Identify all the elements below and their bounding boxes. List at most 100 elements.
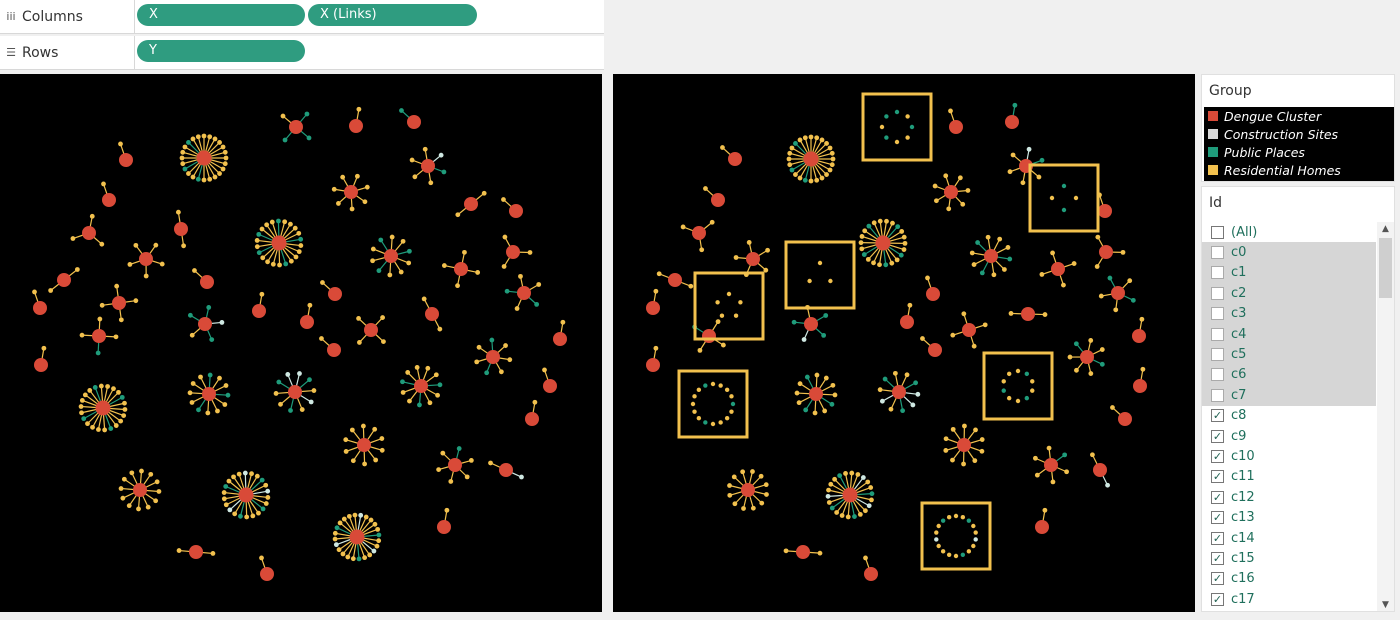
site-node	[376, 532, 382, 538]
checkbox[interactable]: ✓	[1211, 409, 1224, 423]
site-node	[292, 225, 298, 231]
site-node	[680, 224, 686, 230]
checkbox[interactable]	[1211, 327, 1224, 341]
filter-item[interactable]: c1	[1202, 262, 1376, 284]
site-node	[48, 288, 54, 293]
dengue-node	[702, 329, 716, 343]
site-node	[727, 483, 732, 488]
checkbox[interactable]	[1211, 388, 1224, 402]
site-node	[380, 315, 385, 320]
checkbox[interactable]	[1211, 286, 1224, 300]
checkbox[interactable]	[1211, 266, 1224, 280]
filter-item[interactable]: ✓ c14	[1202, 528, 1376, 548]
site-node	[915, 391, 921, 397]
checkbox[interactable]: ✓	[1211, 490, 1224, 504]
network-plot-right	[646, 92, 1147, 581]
checkbox[interactable]	[1211, 368, 1224, 382]
site-node	[884, 218, 889, 224]
filter-item[interactable]: c3	[1202, 303, 1376, 324]
legend-item-residential-homes[interactable]: Residential Homes	[1204, 161, 1394, 179]
checkbox[interactable]: ✓	[1211, 531, 1224, 545]
filter-item[interactable]: ✓ c15	[1202, 548, 1376, 568]
site-node	[357, 340, 362, 345]
checkbox[interactable]: ✓	[1211, 551, 1224, 565]
filter-item[interactable]: c4	[1202, 323, 1376, 345]
filter-item[interactable]: c2	[1202, 283, 1376, 304]
dengue-cluster	[127, 242, 165, 279]
site-node	[358, 512, 364, 518]
site-node	[356, 316, 361, 321]
filter-item[interactable]: c6	[1202, 364, 1376, 386]
site-node	[238, 513, 243, 519]
scroll-thumb[interactable]	[1379, 238, 1392, 298]
filter-item[interactable]: ✓ c9	[1202, 426, 1376, 446]
legend-item-construction-sites[interactable]: Construction Sites	[1204, 125, 1394, 143]
scroll-up-icon[interactable]: ▲	[1382, 224, 1389, 234]
checkbox[interactable]: ✓	[1211, 592, 1224, 606]
dengue-node	[944, 185, 958, 199]
filter-scrollbar[interactable]: ▲ ▼	[1377, 222, 1394, 611]
site-node	[1130, 297, 1136, 303]
site-node	[731, 474, 737, 480]
site-node	[400, 238, 406, 244]
filter-item[interactable]: ✓ c16	[1202, 569, 1376, 589]
site-node	[1012, 102, 1018, 108]
dengue-cluster	[858, 218, 908, 268]
checkbox[interactable]: ✓	[1211, 449, 1224, 463]
filter-list: (All) c0 c1 c2 c3 c4 c5 c6 c7 ✓ c8 ✓ c9 ✓ c10 ✓ c11 ✓ c12…	[1202, 222, 1376, 609]
site-node	[254, 238, 260, 243]
checkbox[interactable]	[1211, 348, 1224, 362]
checkbox[interactable]: ✓	[1211, 511, 1224, 525]
dengue-node	[957, 438, 971, 452]
dengue-node	[1044, 458, 1058, 472]
site-node	[879, 398, 885, 404]
dengue-node	[174, 222, 188, 236]
dengue-cluster	[920, 336, 942, 357]
site-node	[455, 283, 460, 289]
site-node	[113, 334, 119, 340]
filter-item[interactable]: ✓ c10	[1202, 446, 1376, 466]
site-node	[201, 133, 207, 139]
checkbox[interactable]	[1211, 307, 1224, 321]
site-node	[273, 391, 279, 396]
filter-item[interactable]: ✓ c8	[1202, 406, 1376, 426]
site-node	[861, 252, 867, 257]
filter-item[interactable]: ✓ c13	[1202, 507, 1376, 527]
site-node	[807, 278, 812, 284]
filter-item[interactable]: c0	[1202, 242, 1376, 263]
checkbox[interactable]: ✓	[1211, 470, 1224, 484]
checkbox[interactable]: ✓	[1211, 429, 1224, 443]
filter-item[interactable]: c7	[1202, 385, 1376, 406]
checkbox[interactable]	[1211, 225, 1224, 239]
site-node	[797, 175, 803, 181]
site-node	[741, 506, 746, 511]
filter-item-all[interactable]: (All)	[1202, 222, 1376, 243]
filter-item[interactable]: c5	[1202, 344, 1376, 365]
legend-item-dengue-cluster[interactable]: Dengue Cluster	[1204, 107, 1394, 125]
site-node	[966, 518, 972, 523]
site-node	[175, 209, 181, 215]
site-node	[222, 402, 228, 407]
dengue-cluster	[78, 383, 128, 433]
filter-item[interactable]: ✓ c12	[1202, 487, 1376, 507]
site-node	[823, 313, 829, 318]
filter-item[interactable]: ✓ c17	[1202, 589, 1376, 609]
site-node	[283, 261, 289, 267]
checkbox[interactable]	[1211, 246, 1224, 260]
network-view-left[interactable]	[0, 74, 602, 612]
site-node	[1024, 395, 1030, 401]
filter-item[interactable]: ✓ c11	[1202, 467, 1376, 487]
scroll-down-icon[interactable]: ▼	[1382, 600, 1389, 610]
legend-item-public-places[interactable]: Public Places	[1204, 143, 1394, 161]
site-node	[489, 337, 495, 343]
checkbox[interactable]: ✓	[1211, 572, 1224, 586]
network-view-right[interactable]	[613, 74, 1195, 612]
rows-pill-y[interactable]: Y	[137, 40, 305, 62]
dengue-cluster	[646, 345, 660, 372]
columns-pill-x[interactable]: X	[137, 4, 305, 26]
site-node	[308, 399, 314, 405]
site-node	[828, 278, 833, 284]
columns-pill-x-links[interactable]: X (Links)	[308, 4, 477, 26]
site-node	[187, 312, 193, 318]
site-node	[812, 410, 818, 416]
